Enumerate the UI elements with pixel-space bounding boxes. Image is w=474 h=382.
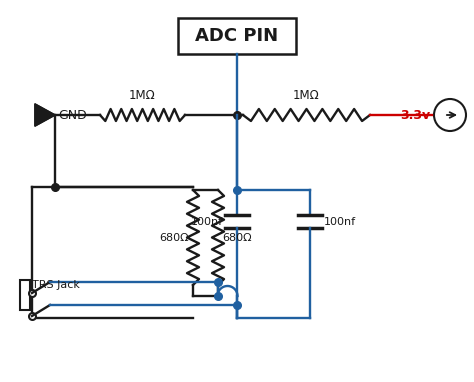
Polygon shape [35,104,55,126]
Text: 100nf: 100nf [191,217,223,227]
FancyBboxPatch shape [178,18,296,54]
Text: TRS Jack: TRS Jack [32,280,80,290]
Text: ADC PIN: ADC PIN [195,27,279,45]
Text: 680Ω: 680Ω [222,233,252,243]
Text: 3.3v: 3.3v [400,108,430,121]
Text: 1MΩ: 1MΩ [129,89,156,102]
Text: GND: GND [58,108,87,121]
FancyBboxPatch shape [20,280,30,310]
Text: 680Ω: 680Ω [159,233,189,243]
Text: 100nf: 100nf [324,217,356,227]
Text: 1MΩ: 1MΩ [293,89,320,102]
